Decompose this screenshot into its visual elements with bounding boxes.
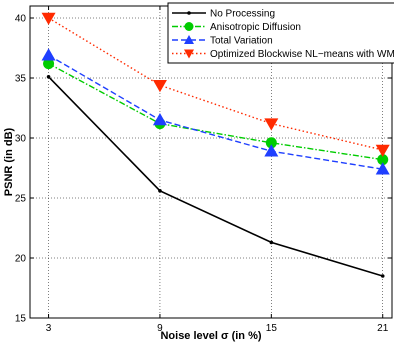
data-point <box>265 137 277 149</box>
legend-marker <box>187 11 191 15</box>
series-line <box>47 76 383 277</box>
x-tick-label: 15 <box>266 323 278 334</box>
y-tick-label: 20 <box>15 254 27 265</box>
y-axis-title: PSNR (in dB) <box>3 127 15 196</box>
series-0 <box>46 75 385 278</box>
data-point <box>264 118 279 131</box>
data-point <box>152 113 167 126</box>
series-2 <box>41 48 390 175</box>
legend-entry: Total Variation <box>172 35 273 47</box>
series-3 <box>41 12 390 157</box>
x-tick-label: 21 <box>377 323 389 334</box>
legend-label: Anisotropic Diffusion <box>210 22 301 33</box>
legend-marker <box>184 49 194 59</box>
legend-marker <box>184 35 194 44</box>
data-point <box>41 48 56 61</box>
data-point <box>269 240 274 245</box>
legend-entry: Optimized Blockwise NL−means with WM <box>172 49 394 60</box>
data-point <box>158 189 162 193</box>
series-line <box>48 17 383 151</box>
y-tick-label: 40 <box>15 14 27 25</box>
legend-entry: No Processing <box>172 9 275 20</box>
legend-marker <box>184 22 194 31</box>
series-1 <box>43 58 389 166</box>
y-tick-label: 30 <box>15 134 27 145</box>
data-point <box>43 58 55 70</box>
data-point <box>41 12 56 25</box>
x-tick-label: 9 <box>157 323 163 334</box>
x-axis-title: Noise level σ (in %) <box>160 330 261 342</box>
y-tick-label: 15 <box>15 314 27 325</box>
y-tick-label: 25 <box>15 194 27 205</box>
data-point <box>152 79 167 93</box>
x-tick-label: 3 <box>46 323 52 334</box>
legend: No Processing Anisotropic Diffusion Total … <box>167 2 394 64</box>
series-layer <box>41 12 390 278</box>
data-point <box>375 144 390 157</box>
legend-entry: Anisotropic Diffusion <box>172 22 301 33</box>
data-point <box>380 274 385 278</box>
legend-label: No Processing <box>210 9 275 20</box>
legend-label: Total Variation <box>210 36 273 47</box>
data-point <box>377 154 389 166</box>
data-point <box>375 162 390 175</box>
series-line <box>48 54 383 170</box>
legend-label: Optimized Blockwise NL−means with WM <box>210 49 394 60</box>
y-tick-label: 35 <box>15 74 27 85</box>
data-point <box>46 75 51 79</box>
series-line <box>48 62 383 161</box>
data-point <box>264 144 279 157</box>
